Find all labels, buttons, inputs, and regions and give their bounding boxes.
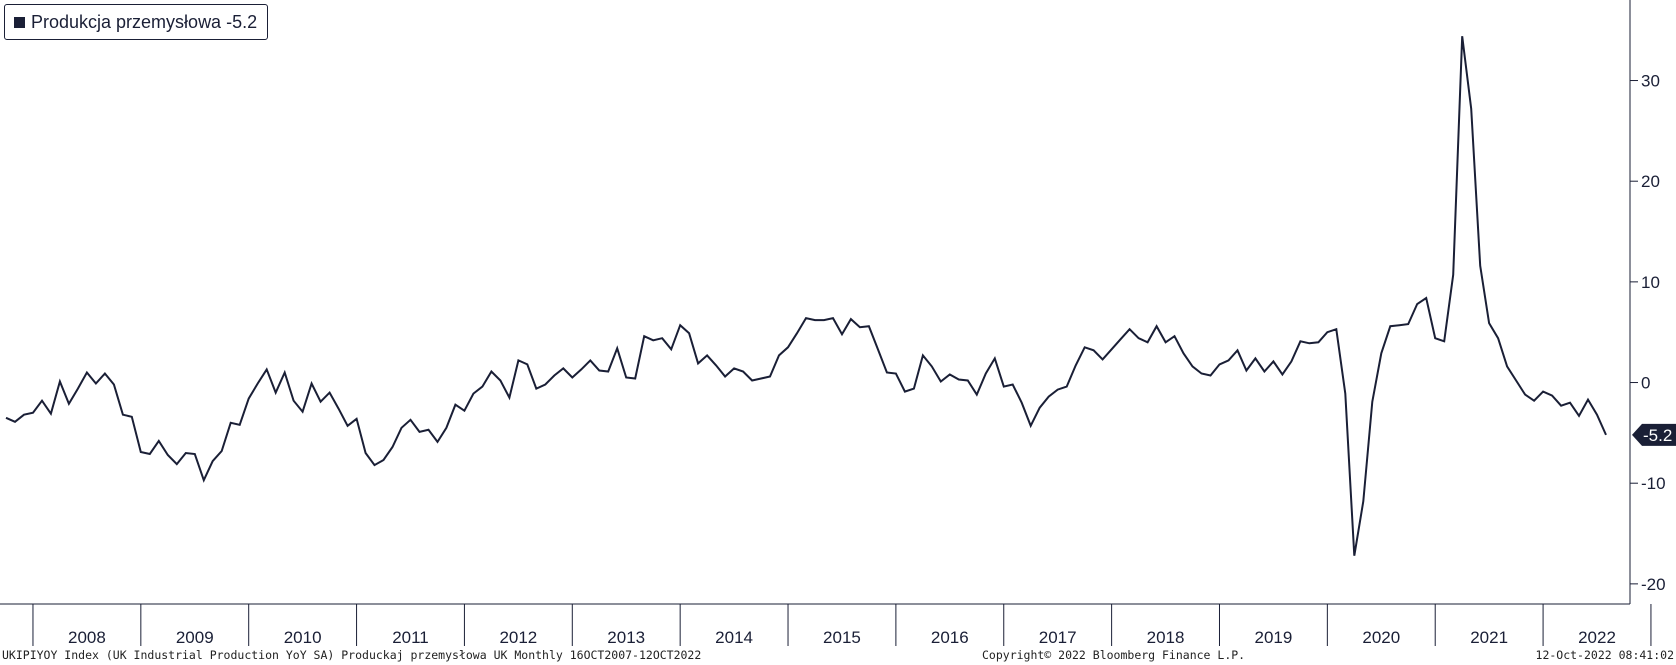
footer-copyright: Copyright© 2022 Bloomberg Finance L.P.: [982, 648, 1246, 662]
x-tick-label: 2021: [1470, 628, 1508, 647]
y-axis: 30 20 10 0 -10 -20: [1630, 72, 1666, 594]
last-value-tag: [1632, 423, 1676, 446]
x-tick-label: 2019: [1255, 628, 1293, 647]
x-tick-label: 2014: [715, 628, 753, 647]
legend: Produkcja przemysłowa -5.2: [4, 4, 269, 40]
x-tick-label: 2008: [68, 628, 106, 647]
series-line: [5, 36, 1607, 556]
y-tick-label: -10: [1641, 474, 1666, 493]
x-tick-label: 2022: [1578, 628, 1616, 647]
x-tick-label: 2011: [392, 628, 429, 647]
legend-swatch: [14, 16, 25, 28]
y-tick-label: 0: [1641, 374, 1650, 393]
legend-label: Produkcja przemysłowa: [31, 11, 222, 32]
x-tick-label: 2010: [284, 628, 322, 647]
y-tick-label: 10: [1641, 273, 1660, 292]
chart-frame: [0, 0, 1631, 605]
x-tick-label: 2018: [1147, 628, 1185, 647]
y-tick-label: 20: [1641, 172, 1660, 191]
x-tick-label: 2012: [499, 628, 537, 647]
x-tick-label: 2013: [607, 628, 645, 647]
x-tick-label: 2015: [823, 628, 861, 647]
x-axis: 2008 2009 2010 2011 2012 2013 2014 2015 2016 2017…: [32, 604, 1652, 647]
legend-value: -5.2: [226, 11, 258, 32]
last-value-label: -5.2: [1643, 426, 1672, 445]
y-tick-label: -20: [1641, 575, 1666, 594]
last-value-marker: -5.2: [1632, 423, 1676, 446]
y-tick-label: 30: [1641, 72, 1660, 91]
footer-source: UKIPIYOY Index (UK Industrial Production…: [2, 648, 702, 662]
x-tick-label: 2009: [176, 628, 214, 647]
x-tick-label: 2017: [1039, 628, 1077, 647]
x-tick-label: 2020: [1362, 628, 1400, 647]
x-tick-label: 2016: [931, 628, 969, 647]
footer-timestamp: 12-Oct-2022 08:41:02: [1535, 648, 1674, 662]
